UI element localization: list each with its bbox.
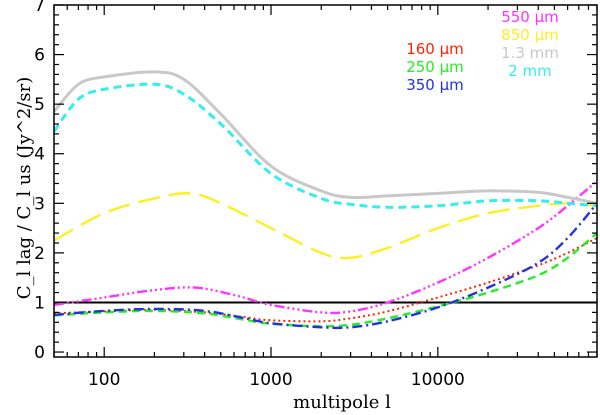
legend-entry: 550 μm xyxy=(501,8,559,26)
y-tick-label: 1 xyxy=(34,293,45,313)
x-axis-label: multipole l xyxy=(293,392,391,413)
series-line-6 xyxy=(52,82,598,209)
y-tick-label: 3 xyxy=(34,194,45,214)
legend-entry: 1.3 mm xyxy=(501,44,559,62)
legend-entry: 850 μm xyxy=(501,26,559,44)
y-tick-label: 4 xyxy=(34,145,45,165)
legend-entry: 160 μm xyxy=(406,40,464,58)
y-tick-label: 5 xyxy=(34,95,45,115)
y-tick-label: 6 xyxy=(34,46,45,66)
series-line-5 xyxy=(52,70,598,205)
y-tick-label: 2 xyxy=(34,244,45,264)
x-tick-label: 1000 xyxy=(249,370,292,390)
y-axis-label: C_l lag / C_l us (Jy^2/sr) xyxy=(14,77,35,299)
legend-entry: 2 mm xyxy=(508,62,552,80)
series-line-1 xyxy=(53,232,598,328)
series-line-4 xyxy=(53,192,598,260)
axes-frame: 100 1000 10000 0 1 2 3 4 5 6 7 xyxy=(34,0,598,390)
legend-entry: 250 μm xyxy=(406,58,464,76)
series-group xyxy=(52,70,598,330)
y-tick-label: 7 xyxy=(34,0,45,16)
x-tick-label: 10000 xyxy=(411,370,465,390)
series-line-3 xyxy=(53,180,598,315)
y-tick-label: 0 xyxy=(34,343,45,363)
series-line-2 xyxy=(53,202,598,330)
plot-frame xyxy=(53,4,598,358)
legend-entry: 350 μm xyxy=(406,76,464,94)
x-tick-label: 100 xyxy=(88,370,120,390)
